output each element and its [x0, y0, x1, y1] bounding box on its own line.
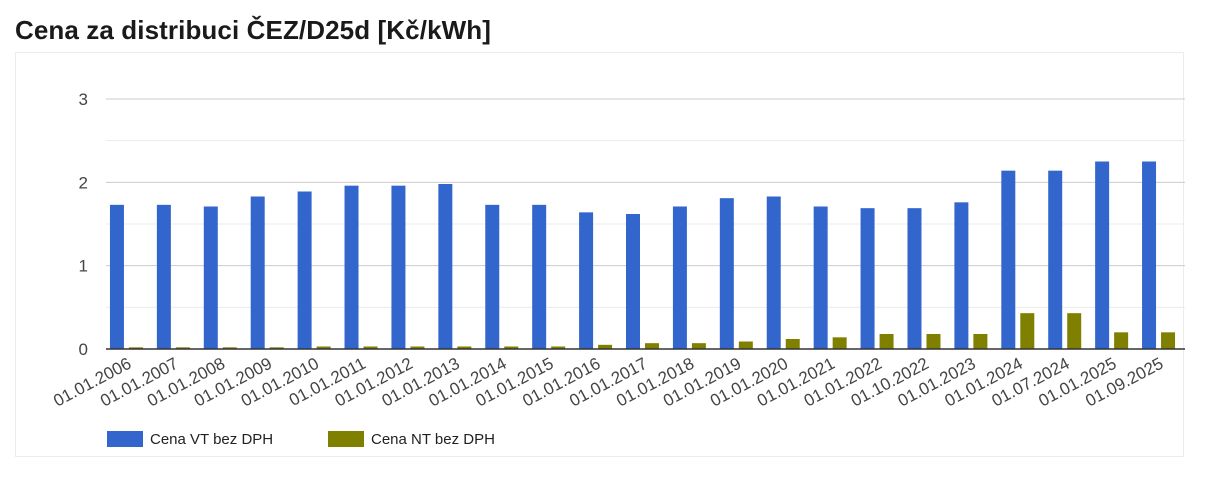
bars [109, 161, 1176, 350]
chart-title: Cena za distribuci ČEZ/D25d [Kč/kWh] [15, 15, 492, 45]
y-tick-label: 1 [79, 257, 88, 276]
bar-nt[interactable] [457, 346, 472, 350]
bar-nt[interactable] [879, 334, 894, 349]
legend: Cena VT bez DPH Cena NT bez DPH [107, 431, 495, 448]
bar-vt[interactable] [626, 214, 640, 349]
bar-nt[interactable] [175, 347, 190, 349]
bar-vt[interactable] [907, 208, 922, 349]
bar-vt[interactable] [485, 204, 500, 349]
bar-vt[interactable] [1095, 161, 1110, 350]
bar-nt[interactable] [551, 346, 566, 350]
bar-nt[interactable] [973, 334, 988, 349]
bar-vt[interactable] [719, 198, 734, 349]
bar-nt[interactable] [128, 347, 143, 349]
bar-nt[interactable] [738, 341, 753, 350]
legend-label-nt: Cena NT bez DPH [371, 431, 495, 448]
bar-nt[interactable] [645, 343, 659, 349]
legend-swatch-nt [328, 431, 364, 447]
bar-vt[interactable] [250, 196, 265, 350]
bar-nt[interactable] [1067, 313, 1082, 349]
bar-nt[interactable] [1020, 313, 1035, 349]
legend-label-vt: Cena VT bez DPH [150, 431, 273, 448]
bar-vt[interactable] [1142, 161, 1157, 350]
bar-vt[interactable] [813, 206, 828, 350]
chart-card: 0 1 2 3 01.01.2006 01.01.2007 01.01.2008 01.01… [15, 52, 1185, 457]
bar-vt[interactable] [860, 208, 875, 349]
bar-nt[interactable] [222, 347, 237, 349]
y-tick-label: 2 [79, 173, 88, 192]
y-tick-label: 3 [79, 90, 88, 109]
bar-vt[interactable] [766, 196, 781, 350]
bar-nt[interactable] [269, 347, 284, 349]
bar-nt[interactable] [598, 344, 613, 349]
bar-vt[interactable] [579, 212, 594, 349]
bar-nt[interactable] [691, 343, 706, 349]
bar-nt[interactable] [363, 346, 378, 350]
bar-vt[interactable] [344, 185, 359, 349]
bar-vt[interactable] [438, 184, 453, 349]
bar-vt[interactable] [297, 191, 312, 350]
bar-nt[interactable] [1161, 332, 1176, 349]
bar-vt[interactable] [1001, 170, 1016, 349]
bar-nt[interactable] [785, 339, 800, 349]
legend-swatch-vt [107, 431, 143, 447]
bar-vt[interactable] [672, 206, 687, 350]
bar-nt[interactable] [410, 346, 425, 350]
gridlines [106, 98, 1185, 308]
bar-vt[interactable] [109, 204, 124, 349]
y-tick-label: 0 [79, 340, 88, 359]
bar-vt[interactable] [203, 206, 218, 350]
x-axis-ticks: 01.01.200601.01.200701.01.200801.01.2009… [50, 354, 1166, 411]
bar-nt[interactable] [926, 334, 941, 349]
bar-vt[interactable] [156, 204, 171, 349]
bar-vt[interactable] [1048, 170, 1063, 349]
bar-vt[interactable] [954, 202, 969, 349]
bar-vt[interactable] [532, 204, 547, 349]
bar-nt[interactable] [504, 346, 519, 350]
bar-chart: 0 1 2 3 01.01.200601.01.200701.01.200801.01… [50, 90, 1185, 448]
bar-nt[interactable] [1114, 332, 1129, 349]
y-axis-ticks: 0 1 2 3 [79, 90, 88, 359]
bar-vt[interactable] [391, 185, 406, 349]
bar-nt[interactable] [316, 346, 331, 350]
bar-nt[interactable] [832, 337, 847, 349]
